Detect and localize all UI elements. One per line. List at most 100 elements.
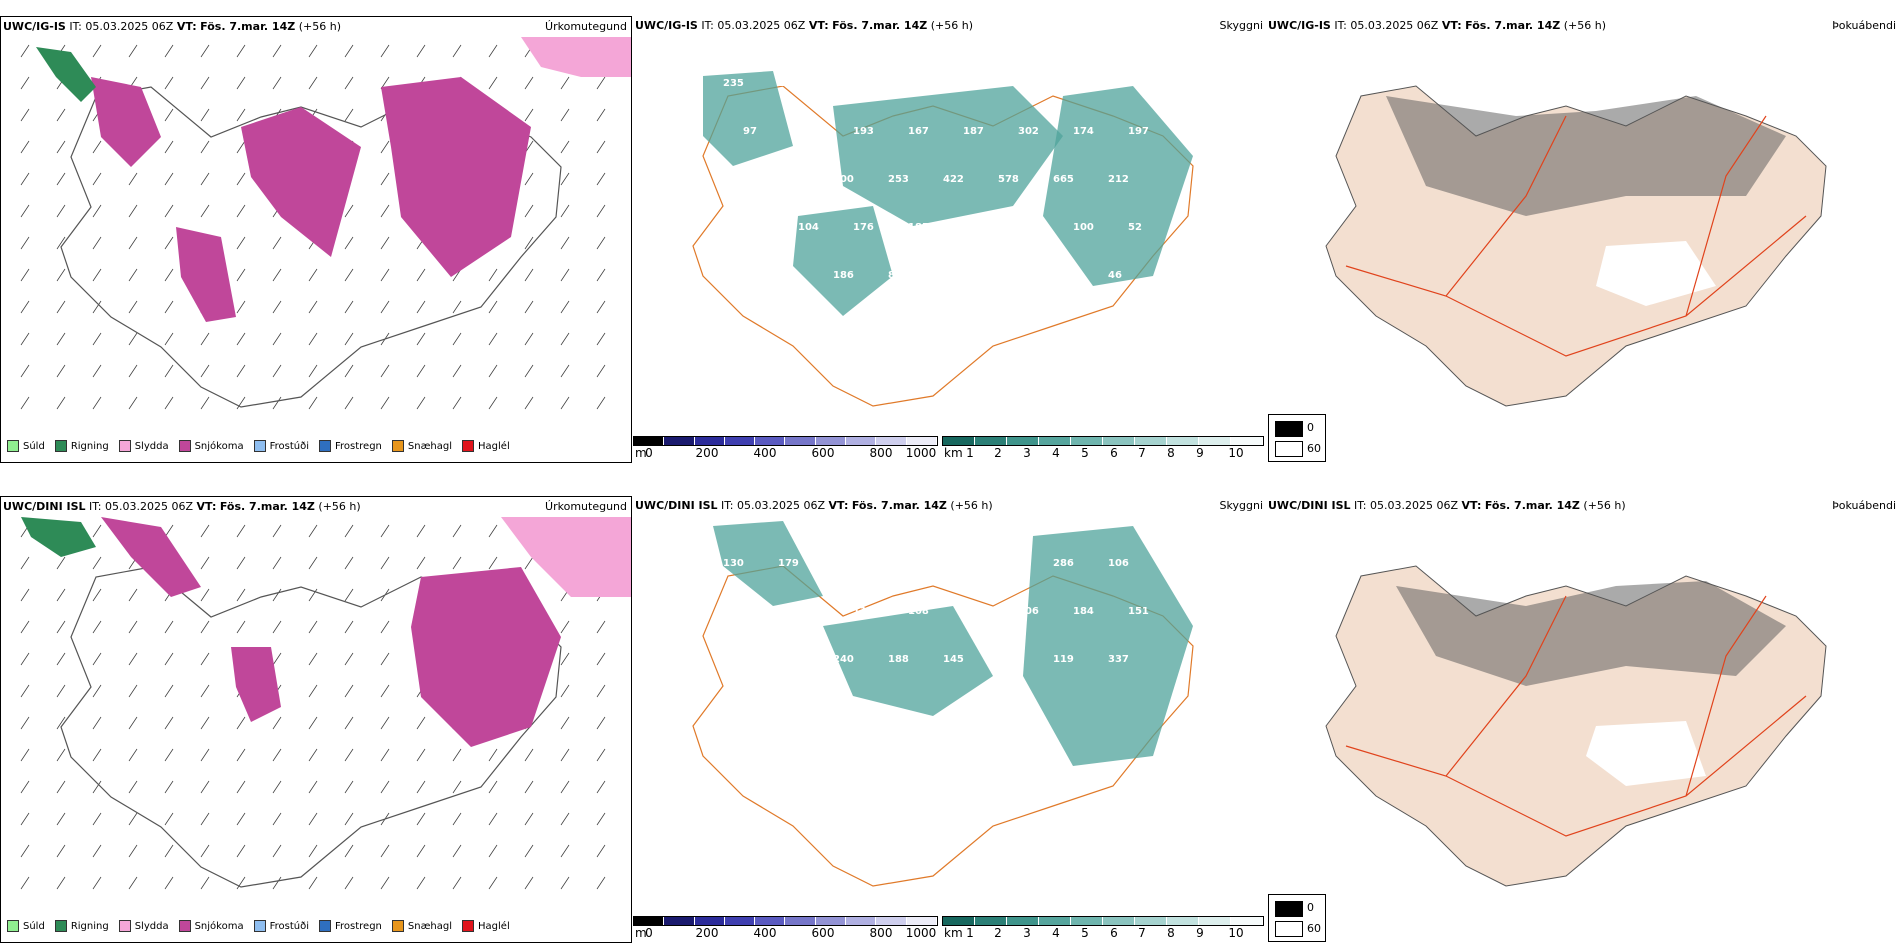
wind-barb bbox=[596, 236, 606, 250]
wind-barb bbox=[596, 332, 606, 346]
wind-barbs-top bbox=[20, 44, 606, 410]
wind-barb bbox=[308, 684, 318, 698]
wind-barb bbox=[596, 172, 606, 186]
wind-barb bbox=[596, 780, 606, 794]
wind-barb bbox=[20, 108, 30, 122]
wind-barb bbox=[596, 684, 606, 698]
wind-barb bbox=[416, 300, 426, 314]
visibility-label: 186 bbox=[833, 270, 854, 281]
visibility-label: 127 bbox=[798, 702, 819, 713]
wind-barb bbox=[200, 556, 210, 570]
wind-barb bbox=[308, 364, 318, 378]
wind-barb bbox=[236, 620, 246, 634]
wind-barb bbox=[308, 588, 318, 602]
visibility-panel-top: 235 114 408 245 133 273 286 193 97 93 193 167 187 302… bbox=[633, 16, 1265, 463]
fog-legend-top: 0 60 bbox=[1268, 414, 1326, 462]
wind-barb bbox=[308, 300, 318, 314]
wind-barb bbox=[128, 620, 138, 634]
wind-barb bbox=[344, 812, 354, 826]
panel-title: Úrkomutegund bbox=[545, 500, 627, 513]
wind-barb bbox=[20, 364, 30, 378]
fog-shading-north bbox=[1386, 96, 1786, 216]
precip-legend: Súld Rigning Slydda Snjókoma Frostúði Fr… bbox=[7, 920, 510, 932]
vis-labels-top: 235 114 408 245 133 273 286 193 97 93 193 167 187 302… bbox=[723, 78, 1149, 281]
wind-barb bbox=[164, 44, 174, 58]
wind-barb bbox=[128, 332, 138, 346]
wind-barb bbox=[344, 108, 354, 122]
wind-barb bbox=[200, 588, 210, 602]
wind-barb bbox=[236, 332, 246, 346]
visibility-label: 97 bbox=[743, 126, 757, 137]
wind-barb bbox=[200, 844, 210, 858]
wind-barb bbox=[344, 556, 354, 570]
wind-barb bbox=[452, 876, 462, 890]
wind-barb bbox=[560, 268, 570, 282]
wind-barb bbox=[236, 844, 246, 858]
wind-barb bbox=[92, 172, 102, 186]
wind-barb bbox=[164, 332, 174, 346]
wind-barb bbox=[200, 524, 210, 538]
wind-barb bbox=[92, 844, 102, 858]
wind-barb bbox=[92, 556, 102, 570]
visibility-label: 203 bbox=[723, 270, 744, 281]
wind-barb bbox=[20, 780, 30, 794]
wind-barb bbox=[236, 364, 246, 378]
legend-item: Rigning bbox=[54, 920, 109, 932]
wind-barb bbox=[272, 716, 282, 730]
wind-barb bbox=[236, 876, 246, 890]
wind-barb bbox=[20, 684, 30, 698]
wind-barb bbox=[344, 588, 354, 602]
wind-barb bbox=[164, 716, 174, 730]
visibility-label: 256 bbox=[723, 654, 744, 665]
visibility-label: 337 bbox=[1108, 654, 1129, 665]
visibility-label: 119 bbox=[1053, 654, 1074, 665]
wind-barb bbox=[20, 76, 30, 90]
wind-barb bbox=[92, 588, 102, 602]
wind-barb bbox=[560, 780, 570, 794]
wind-barb bbox=[56, 780, 66, 794]
visibility-scale-bottom: km 1 2 3 4 5 6 7 8 9 10 bbox=[942, 916, 1264, 950]
wind-barb bbox=[20, 172, 30, 186]
wind-barb bbox=[272, 44, 282, 58]
wind-barb bbox=[524, 556, 534, 570]
visibility-label: 671 bbox=[743, 702, 764, 713]
legend-item: Frostúði bbox=[253, 440, 309, 452]
wind-barb bbox=[56, 300, 66, 314]
height-colorbar bbox=[633, 436, 938, 446]
wind-barb bbox=[164, 748, 174, 762]
wind-barb bbox=[56, 556, 66, 570]
legend-item: Súld bbox=[7, 920, 45, 932]
wind-barb bbox=[596, 652, 606, 666]
wind-barb bbox=[200, 652, 210, 666]
visibility-label: 125 bbox=[963, 222, 984, 233]
wind-barb bbox=[20, 620, 30, 634]
wind-barb bbox=[272, 524, 282, 538]
wind-barb bbox=[488, 556, 498, 570]
visibility-label: 174 bbox=[1073, 126, 1094, 137]
visibility-label: 210 bbox=[778, 174, 799, 185]
wind-barb bbox=[236, 268, 246, 282]
visibility-scale-top: km 1 2 3 4 5 6 7 8 9 10 bbox=[942, 436, 1264, 470]
visibility-label: 408 bbox=[833, 78, 854, 89]
wind-barb bbox=[20, 204, 30, 218]
snow-area-center bbox=[241, 107, 361, 257]
wind-barb bbox=[380, 780, 390, 794]
visibility-label: 286 bbox=[1053, 78, 1074, 89]
visibility-label: 372 bbox=[778, 270, 799, 281]
wind-barb bbox=[272, 780, 282, 794]
visibility-label: 253 bbox=[888, 174, 909, 185]
wind-barb bbox=[344, 652, 354, 666]
wind-barb bbox=[308, 524, 318, 538]
low-vis-area-center bbox=[823, 606, 993, 716]
run-header: UWC/IG-IS IT: 05.03.2025 06Z VT: Fös. 7.… bbox=[1268, 19, 1606, 32]
visibility-label: 46 bbox=[1108, 270, 1122, 281]
wind-barb bbox=[560, 204, 570, 218]
wind-barb bbox=[92, 396, 102, 410]
wind-barb bbox=[128, 748, 138, 762]
road-network bbox=[1345, 595, 1807, 837]
wind-barb bbox=[488, 812, 498, 826]
wind-barb bbox=[56, 876, 66, 890]
wind-barb bbox=[488, 300, 498, 314]
visibility-ticks: 1 2 3 4 5 6 7 8 9 10 bbox=[966, 446, 1244, 460]
wind-barb bbox=[380, 204, 390, 218]
